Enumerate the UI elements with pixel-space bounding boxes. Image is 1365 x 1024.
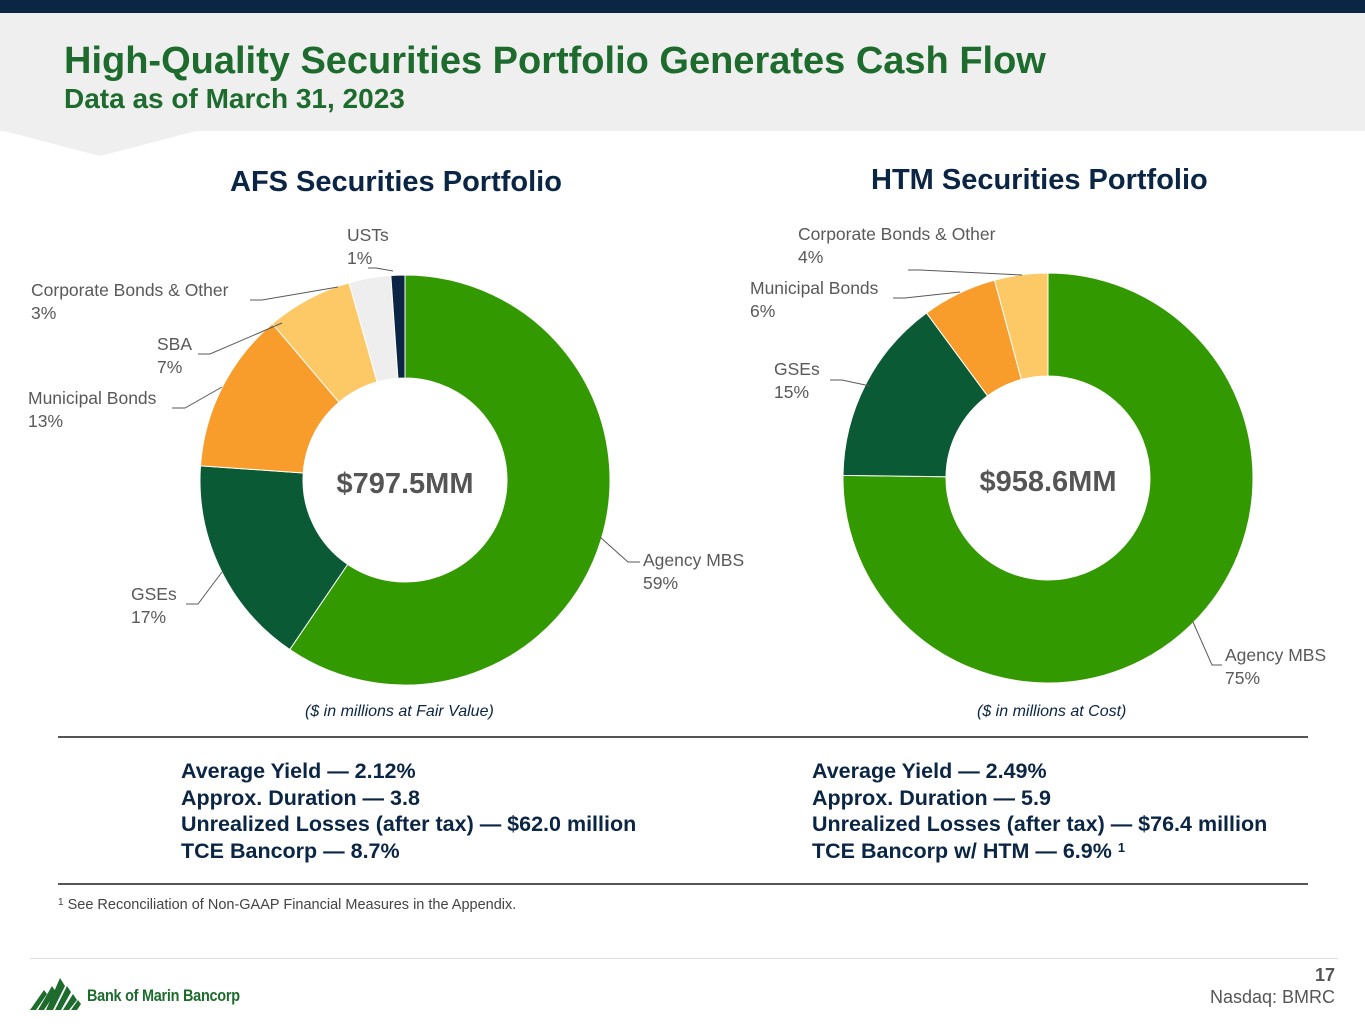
afs-label-sba: SBA — [157, 334, 192, 354]
afs-leader-municipal-bonds — [172, 386, 223, 409]
page-number: 17 — [1314, 965, 1335, 985]
afs-stat-yield: Average Yield — 2.12% — [181, 759, 416, 783]
htm-pct-corporate-bonds-other: 4% — [798, 247, 823, 267]
ticker: Nasdaq: BMRC — [1209, 987, 1335, 1007]
top-bar — [0, 0, 1365, 13]
htm-stat-yield: Average Yield — 2.49% — [812, 759, 1047, 783]
htm-pct-municipal-bonds: 6% — [750, 301, 775, 321]
afs-label-gses: GSEs — [131, 584, 177, 604]
afs-label-usts: USTs — [347, 225, 389, 245]
footnote-marker: 1 — [58, 897, 64, 908]
htm-leader-corporate-bonds-other — [908, 269, 1023, 276]
afs-stat-losses: Unrealized Losses (after tax) — $62.0 mi… — [181, 812, 637, 836]
footnote: 1 See Reconciliation of Non-GAAP Financi… — [58, 897, 516, 913]
footer-divider — [30, 958, 1338, 959]
afs-leader-corporate-bonds-other — [250, 286, 339, 301]
htm-leader-gses — [830, 379, 871, 387]
afs-leader-gses — [186, 571, 223, 605]
afs-pct-sba: 7% — [157, 357, 182, 377]
htm-slice-agency-mbs — [842, 272, 1254, 684]
header-band — [0, 13, 1365, 131]
afs-pct-usts: 1% — [347, 248, 372, 268]
afs-stats: Average Yield — 2.12% Approx. Duration —… — [181, 758, 636, 864]
htm-pct-agency-mbs: 75% — [1225, 668, 1260, 688]
htm-chart-title: HTM Securities Portfolio — [871, 164, 1208, 196]
header-notch — [0, 130, 200, 156]
htm-stats: Average Yield — 2.49% Approx. Duration —… — [812, 758, 1267, 864]
htm-note: ($ in millions at Cost) — [977, 703, 1127, 720]
divider-top — [58, 736, 1308, 738]
htm-stat-losses: Unrealized Losses (after tax) — $76.4 mi… — [812, 812, 1268, 836]
afs-slice-usts — [390, 274, 406, 379]
afs-leader-usts — [368, 267, 394, 272]
afs-label-municipal-bonds: Municipal Bonds — [28, 388, 157, 408]
htm-stat-tce: TCE Bancorp w/ HTM — 6.9% 1 — [812, 838, 1267, 865]
htm-leader-agency-mbs — [1192, 621, 1222, 666]
htm-label-agency-mbs: Agency MBS — [1225, 645, 1326, 665]
afs-pct-municipal-bonds: 13% — [28, 411, 63, 431]
htm-slice-corporate-bonds-other — [993, 272, 1049, 381]
htm-label-corporate-bonds-other: Corporate Bonds & Other — [798, 224, 996, 244]
bank-logo-icon — [30, 978, 81, 1010]
htm-center-total: $958.6MM — [979, 466, 1116, 498]
htm-label-municipal-bonds: Municipal Bonds — [750, 278, 879, 298]
afs-pct-agency-mbs: 59% — [643, 573, 678, 593]
afs-label-agency-mbs: Agency MBS — [643, 550, 744, 570]
afs-label-corporate-bonds-other: Corporate Bonds & Other — [31, 280, 229, 300]
afs-stat-tce: TCE Bancorp — 8.7% — [181, 838, 400, 863]
htm-stat-duration: Approx. Duration — 5.9 — [812, 785, 1051, 810]
htm-pct-gses: 15% — [774, 382, 809, 402]
afs-pct-gses: 17% — [131, 607, 166, 627]
htm-label-gses: GSEs — [774, 359, 820, 379]
footnote-text: See Reconciliation of Non-GAAP Financial… — [67, 897, 517, 913]
divider-bottom — [58, 883, 1308, 885]
company-name: Bank of Marin Bancorp — [87, 986, 240, 1005]
afs-center-total: $797.5MM — [336, 468, 473, 500]
afs-leader-agency-mbs — [599, 536, 640, 563]
afs-slice-gses — [199, 465, 349, 651]
afs-note: ($ in millions at Fair Value) — [305, 703, 494, 720]
htm-stat-tce-text: TCE Bancorp w/ HTM — 6.9% — [812, 838, 1112, 863]
afs-chart-title: AFS Securities Portfolio — [230, 166, 562, 198]
afs-stat-duration: Approx. Duration — 3.8 — [181, 785, 420, 810]
afs-slice-agency-mbs — [289, 274, 611, 686]
htm-stat-tce-footnote-marker: 1 — [1117, 839, 1126, 855]
htm-leader-municipal-bonds — [893, 291, 961, 299]
page-subtitle: Data as of March 31, 2023 — [64, 83, 405, 114]
page-title: High-Quality Securities Portfolio Genera… — [64, 40, 1046, 82]
afs-leader-sba — [198, 322, 283, 355]
afs-pct-corporate-bonds-other: 3% — [31, 303, 56, 323]
